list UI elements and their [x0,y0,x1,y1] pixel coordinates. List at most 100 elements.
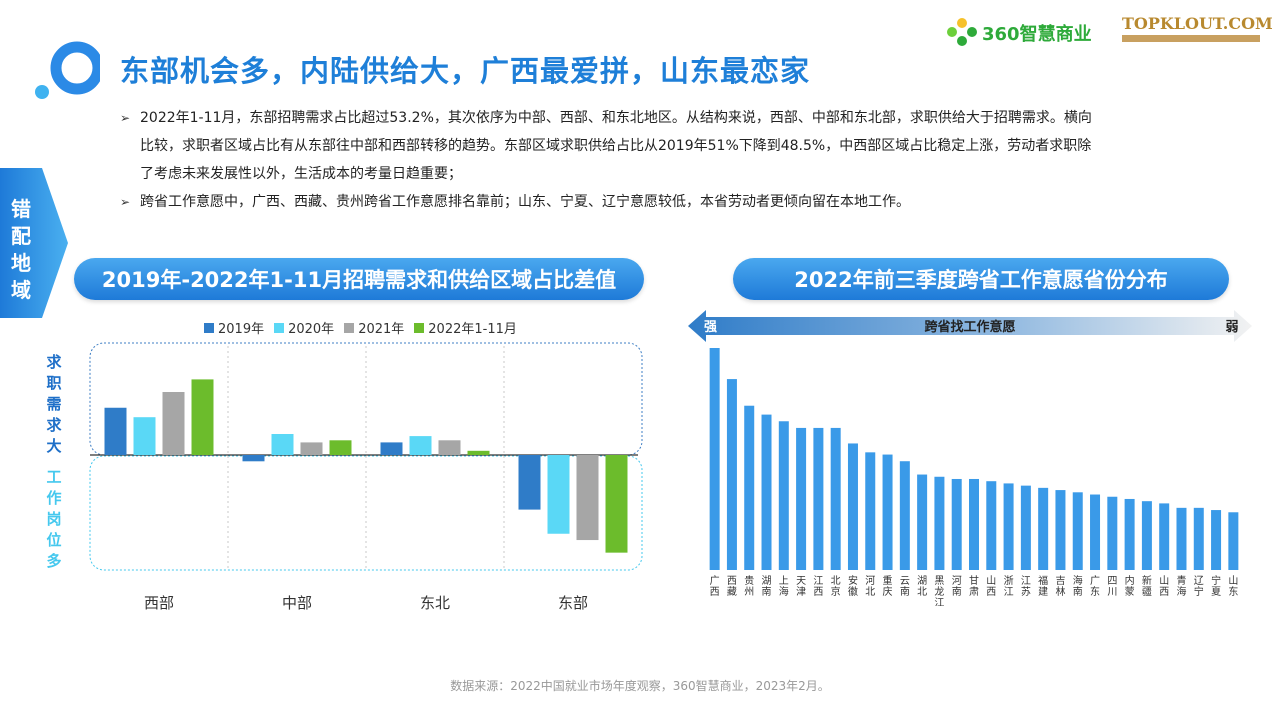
legend-label: 2022年1-11月 [428,322,517,337]
brand-logo-360-icon [947,18,977,46]
province-label: 夏 [1211,586,1221,598]
province-label: 苏 [1021,585,1031,598]
bar-安徽 [847,443,858,570]
bar-中部-2020年 [271,434,294,455]
side-tab-char: 配 [11,224,31,248]
province-label: 广 [710,575,720,587]
chart2-title: 2022年前三季度跨省工作意愿省份分布 [733,258,1229,300]
arrow-center-label: 跨省找工作意愿 [924,319,1015,335]
province-label: 蒙 [1125,585,1135,598]
lower-zone-char: 位 [46,531,62,549]
province-label: 海 [779,585,789,598]
bar-东部-2020年 [547,455,570,534]
category-label: 西部 [144,594,174,612]
province-label: 东 [1090,585,1100,598]
brand-topklout-underline [1122,35,1260,42]
chart1-title: 2019年-2022年1-11月招聘需求和供给区域占比差值 [74,258,644,300]
province-label: 川 [1107,587,1117,598]
bullet-item-2: 跨省工作意愿中，广西、西藏、贵州跨省工作意愿排名靠前；山东、宁夏、辽宁意愿较低，… [120,188,1105,216]
province-label: 广 [1090,575,1100,587]
bar-海南 [1072,492,1083,570]
province-label: 重 [883,574,893,587]
province-label: 西 [986,587,996,598]
bar-贵州 [744,405,755,570]
province-label: 甘 [969,574,979,587]
bar-湖南 [761,414,772,570]
province-label: 天 [796,576,806,587]
province-label: 南 [952,585,962,598]
province-label: 内 [1125,574,1135,587]
bar-内蒙 [1124,498,1135,570]
chart2-bar-chart: 强跨省找工作意愿 弱广西西藏贵州湖南上海天津江西北京安徽河北重庆云南湖北黑龙江河南… [688,310,1252,606]
brand-topklout-text: TOPKLOUT.COM [1122,14,1273,33]
province-label: 河 [952,575,962,587]
province-label: 四 [1107,576,1117,587]
bar-西部-2022年1-11月 [191,379,214,455]
bar-西藏 [726,379,737,570]
side-tab-char: 地 [11,251,31,275]
upper-zone-char: 求 [46,416,62,434]
bar-吉林 [1055,490,1066,570]
province-label: 辽 [1194,575,1204,587]
province-label: 宁 [1211,574,1221,587]
province-label: 西 [710,587,720,598]
bullet-item-1: 2022年1-11月，东部招聘需求占比超过53.2%，其次依序为中部、西部、和东… [120,104,1105,188]
arrow-left-label: 强 [704,320,717,335]
province-label: 山 [1159,575,1169,587]
lower-zone-char: 多 [46,552,62,570]
legend-swatch [274,322,285,333]
bar-西部-2020年 [133,417,156,455]
legend-item: 2021年 [344,318,404,337]
province-label: 青 [1176,574,1186,587]
logo-ring-icon [35,41,100,99]
bar-中部-2022年1-11月 [329,440,352,455]
chart1-bar-chart: 西部 中部 东北 东部 [89,342,643,612]
legend-swatch [204,322,214,333]
bar-东北-2020年 [409,436,432,455]
bar-山东 [1228,512,1239,570]
province-label: 江 [1004,586,1014,598]
province-label: 湖 [917,575,927,587]
bar-东北-2019年 [380,442,403,455]
bar-河南 [951,478,962,570]
lower-zone-char: 岗 [46,510,62,528]
bar-青海 [1176,507,1187,570]
lower-zone-char: 作 [46,489,62,507]
province-label: 黑 [934,575,944,587]
legend-swatch [414,322,425,333]
bar-上海 [778,421,789,570]
province-label: 新 [1142,574,1152,587]
upper-zone-char: 大 [46,437,62,455]
province-label: 南 [1073,585,1083,598]
province-label: 西 [813,587,823,598]
province-label: 南 [900,585,910,598]
province-label: 云 [900,576,910,587]
bar-河北 [865,452,876,570]
province-label: 安 [848,574,858,587]
province-label: 建 [1038,585,1048,598]
province-label: 上 [779,575,789,587]
bar-西部-2019年 [104,407,127,455]
brand-360-text: 360智慧商业 [982,24,1092,45]
legend-label: 2019年 [218,322,265,337]
province-label: 藏 [727,586,737,598]
bar-福建 [1038,487,1049,570]
province-label: 山 [1228,575,1238,587]
side-tab-label: 错 配 地 域 [6,196,36,304]
province-label: 州 [744,586,754,598]
upper-zone-char: 需 [46,395,62,413]
bar-中部-2019年 [242,455,265,462]
bar-江苏 [1020,485,1031,570]
province-label: 吉 [1055,575,1065,587]
province-label: 东 [1228,585,1238,598]
province-label: 肃 [969,586,979,598]
province-label: 宁 [1194,585,1204,598]
side-tab-char: 域 [11,278,31,302]
province-label: 贵 [744,574,754,587]
province-label: 浙 [1004,575,1014,587]
bar-云南 [899,461,910,570]
side-tab-char: 错 [11,197,31,221]
province-label: 西 [1159,587,1169,598]
province-label: 海 [1073,574,1083,587]
arrow-right-label: 弱 [1225,319,1238,335]
